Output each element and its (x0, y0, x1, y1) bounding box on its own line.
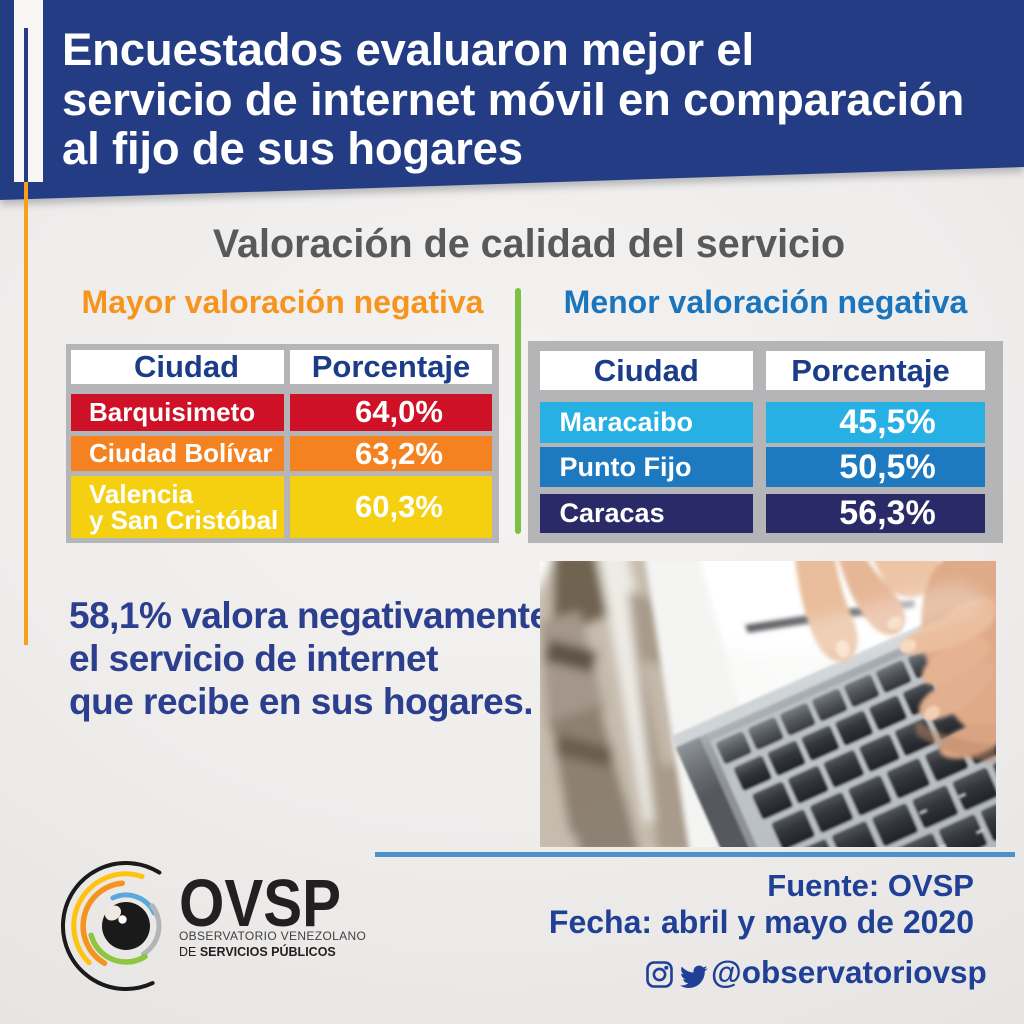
svg-text:OBSERVATORIO VENEZOLANO: OBSERVATORIO VENEZOLANO (179, 929, 366, 943)
svg-text:DE SERVICIOS PÚBLICOS: DE SERVICIOS PÚBLICOS (179, 944, 336, 959)
svg-text:OVSP: OVSP (179, 866, 341, 941)
